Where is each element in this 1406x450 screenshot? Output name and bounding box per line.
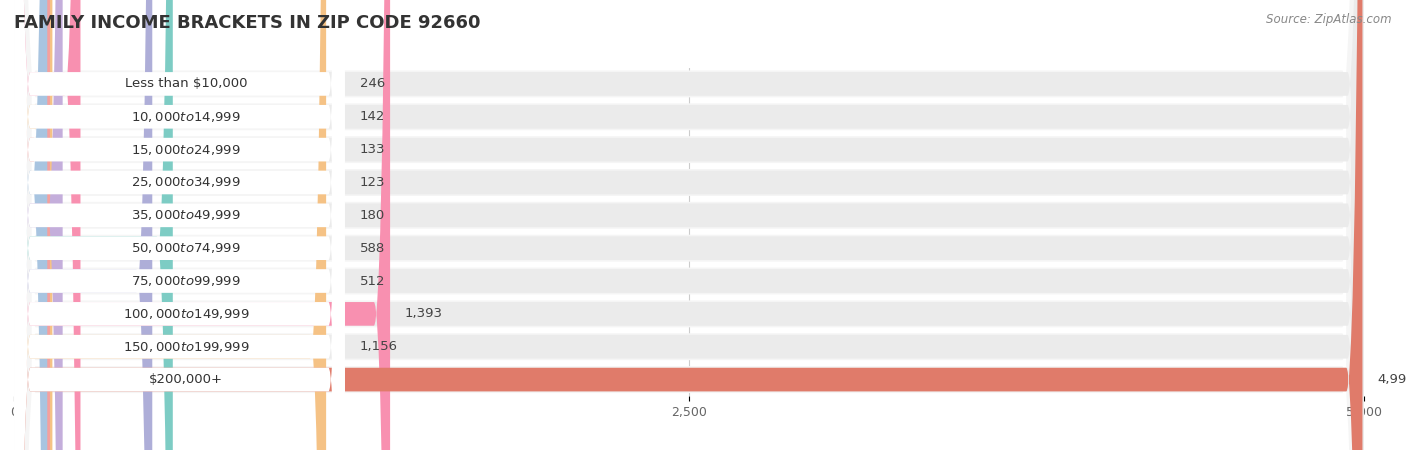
FancyBboxPatch shape [14, 0, 344, 450]
FancyBboxPatch shape [14, 0, 1364, 450]
Text: $200,000+: $200,000+ [149, 373, 224, 386]
FancyBboxPatch shape [14, 0, 344, 450]
FancyBboxPatch shape [14, 0, 1364, 450]
FancyBboxPatch shape [14, 0, 1364, 450]
Text: $100,000 to $149,999: $100,000 to $149,999 [122, 307, 249, 321]
FancyBboxPatch shape [14, 0, 63, 450]
FancyBboxPatch shape [14, 0, 1362, 450]
Text: $75,000 to $99,999: $75,000 to $99,999 [131, 274, 240, 288]
Text: $25,000 to $34,999: $25,000 to $34,999 [131, 176, 240, 189]
FancyBboxPatch shape [14, 0, 80, 450]
Text: 123: 123 [360, 176, 385, 189]
Text: $10,000 to $14,999: $10,000 to $14,999 [131, 110, 240, 124]
Text: 4,995: 4,995 [1378, 373, 1406, 386]
Text: 180: 180 [360, 209, 385, 222]
FancyBboxPatch shape [14, 0, 1364, 450]
FancyBboxPatch shape [14, 0, 1364, 450]
Text: 512: 512 [360, 274, 385, 288]
FancyBboxPatch shape [14, 0, 344, 450]
FancyBboxPatch shape [14, 0, 52, 450]
FancyBboxPatch shape [14, 0, 1364, 450]
FancyBboxPatch shape [14, 0, 344, 450]
FancyBboxPatch shape [14, 0, 1364, 450]
FancyBboxPatch shape [14, 0, 1364, 450]
FancyBboxPatch shape [14, 0, 48, 450]
Text: $50,000 to $74,999: $50,000 to $74,999 [131, 241, 240, 255]
Text: 1,156: 1,156 [360, 340, 398, 353]
Text: FAMILY INCOME BRACKETS IN ZIP CODE 92660: FAMILY INCOME BRACKETS IN ZIP CODE 92660 [14, 14, 481, 32]
FancyBboxPatch shape [14, 0, 173, 450]
FancyBboxPatch shape [14, 0, 344, 450]
FancyBboxPatch shape [14, 0, 1364, 450]
FancyBboxPatch shape [14, 0, 152, 450]
FancyBboxPatch shape [14, 0, 344, 450]
FancyBboxPatch shape [14, 0, 51, 450]
Text: Source: ZipAtlas.com: Source: ZipAtlas.com [1267, 14, 1392, 27]
FancyBboxPatch shape [14, 0, 1364, 450]
FancyBboxPatch shape [14, 0, 344, 450]
FancyBboxPatch shape [14, 0, 344, 450]
Text: Less than $10,000: Less than $10,000 [125, 77, 247, 90]
Text: 133: 133 [360, 143, 385, 156]
FancyBboxPatch shape [14, 0, 389, 450]
Text: $150,000 to $199,999: $150,000 to $199,999 [122, 340, 249, 354]
Text: 1,393: 1,393 [405, 307, 443, 320]
FancyBboxPatch shape [14, 0, 1364, 450]
Text: $35,000 to $49,999: $35,000 to $49,999 [131, 208, 240, 222]
FancyBboxPatch shape [14, 0, 344, 450]
FancyBboxPatch shape [14, 0, 1364, 450]
FancyBboxPatch shape [14, 0, 1364, 450]
Text: 588: 588 [360, 242, 385, 255]
FancyBboxPatch shape [14, 0, 1364, 450]
FancyBboxPatch shape [14, 0, 1364, 450]
Text: $15,000 to $24,999: $15,000 to $24,999 [131, 143, 240, 157]
FancyBboxPatch shape [14, 0, 1364, 450]
FancyBboxPatch shape [14, 0, 1364, 450]
FancyBboxPatch shape [14, 0, 1364, 450]
FancyBboxPatch shape [14, 0, 1364, 450]
Text: 246: 246 [360, 77, 385, 90]
FancyBboxPatch shape [14, 0, 326, 450]
FancyBboxPatch shape [14, 0, 344, 450]
FancyBboxPatch shape [14, 0, 1364, 450]
Text: 142: 142 [360, 110, 385, 123]
